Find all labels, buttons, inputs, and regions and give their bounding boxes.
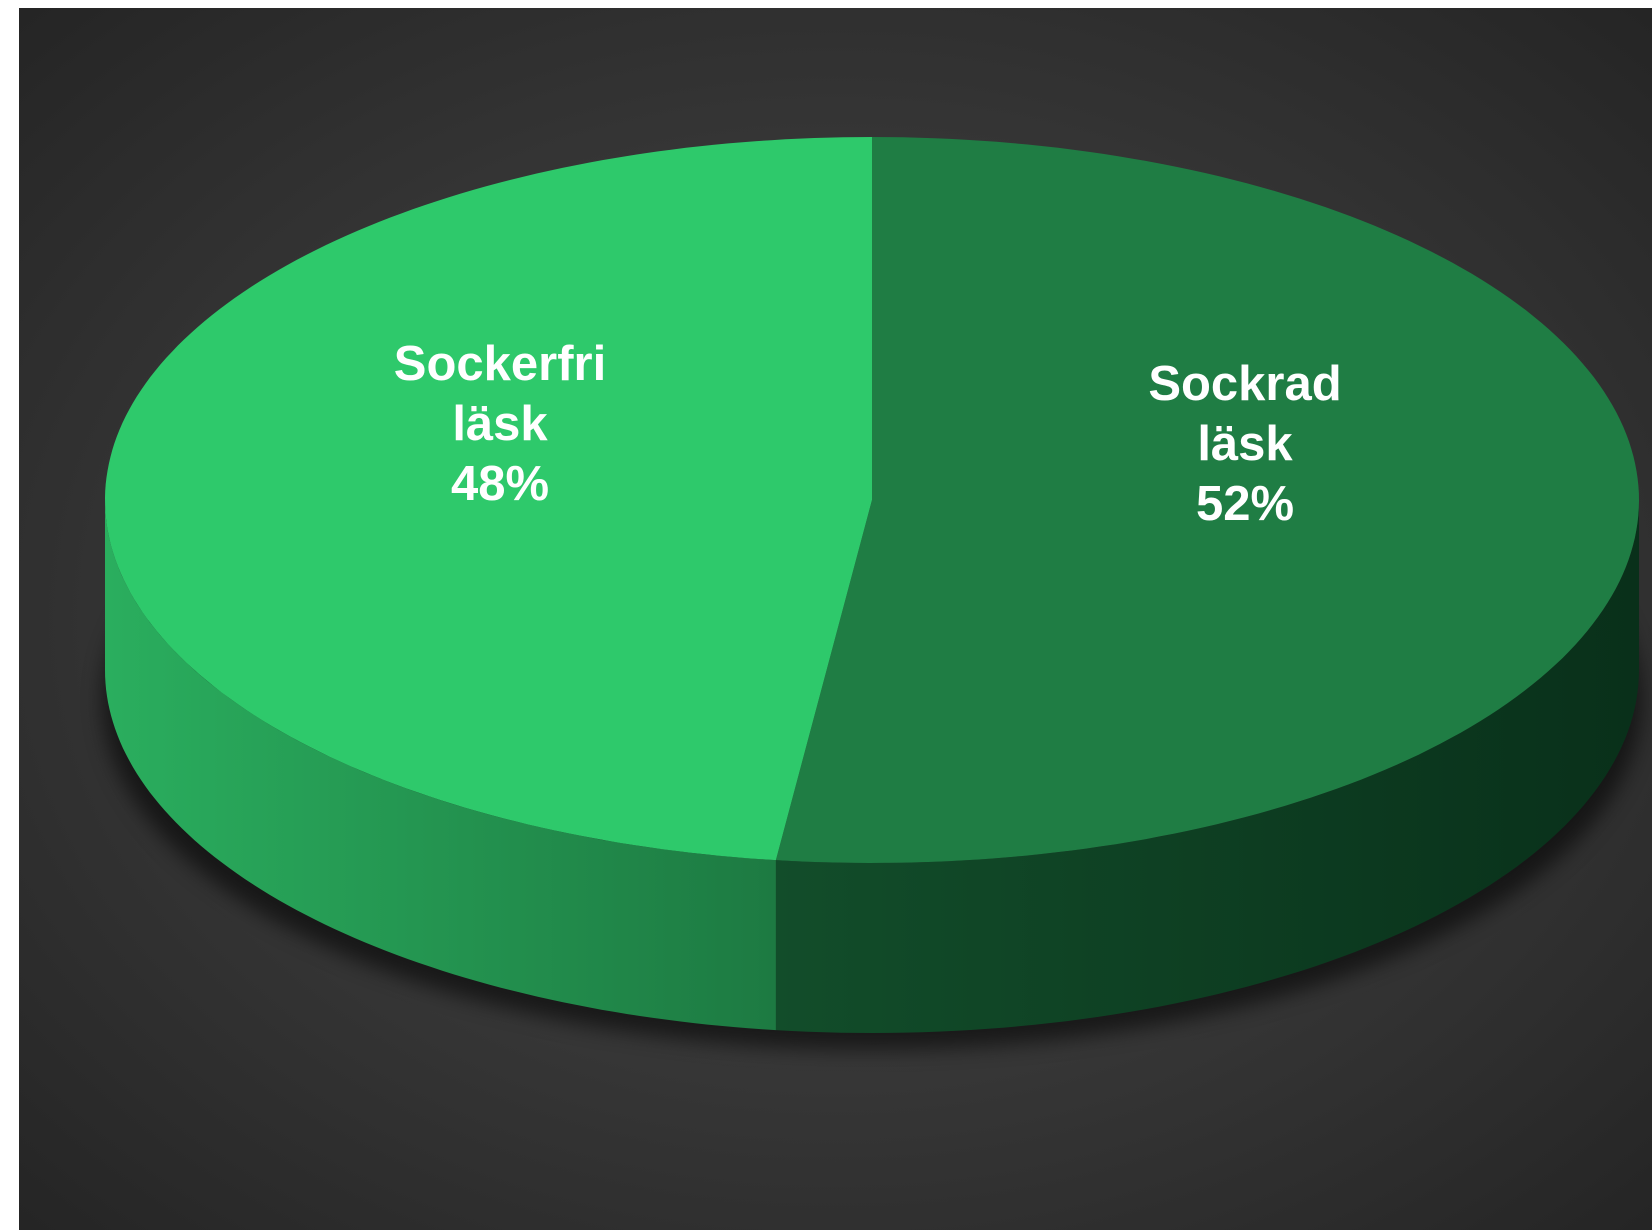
pie-slice-sockrad-l-sk xyxy=(775,137,1639,863)
slice-label-line: Sockerfri xyxy=(394,337,606,391)
pie-side-group xyxy=(105,500,1639,1033)
pie-labels-group: Sockrad läsk 52% Sockerfri läsk 48% xyxy=(394,337,1342,531)
slice-label-line: 52% xyxy=(1196,477,1294,531)
pie-side-sockerfri-l-sk xyxy=(105,500,776,1031)
pie-side-sockrad-l-sk xyxy=(775,500,1639,1033)
slice-label-line: läsk xyxy=(1197,417,1293,471)
slice-label-sockerfri-l-sk: Sockerfri läsk 48% xyxy=(394,337,606,511)
pie-top-group xyxy=(105,137,1639,863)
pie-slice-sockerfri-l-sk xyxy=(105,137,872,861)
slice-label-line: Sockrad xyxy=(1148,357,1341,411)
slice-label-line: läsk xyxy=(452,397,548,451)
slice-label-sockrad-l-sk: Sockrad läsk 52% xyxy=(1148,357,1341,531)
slice-label-line: 48% xyxy=(451,457,549,511)
